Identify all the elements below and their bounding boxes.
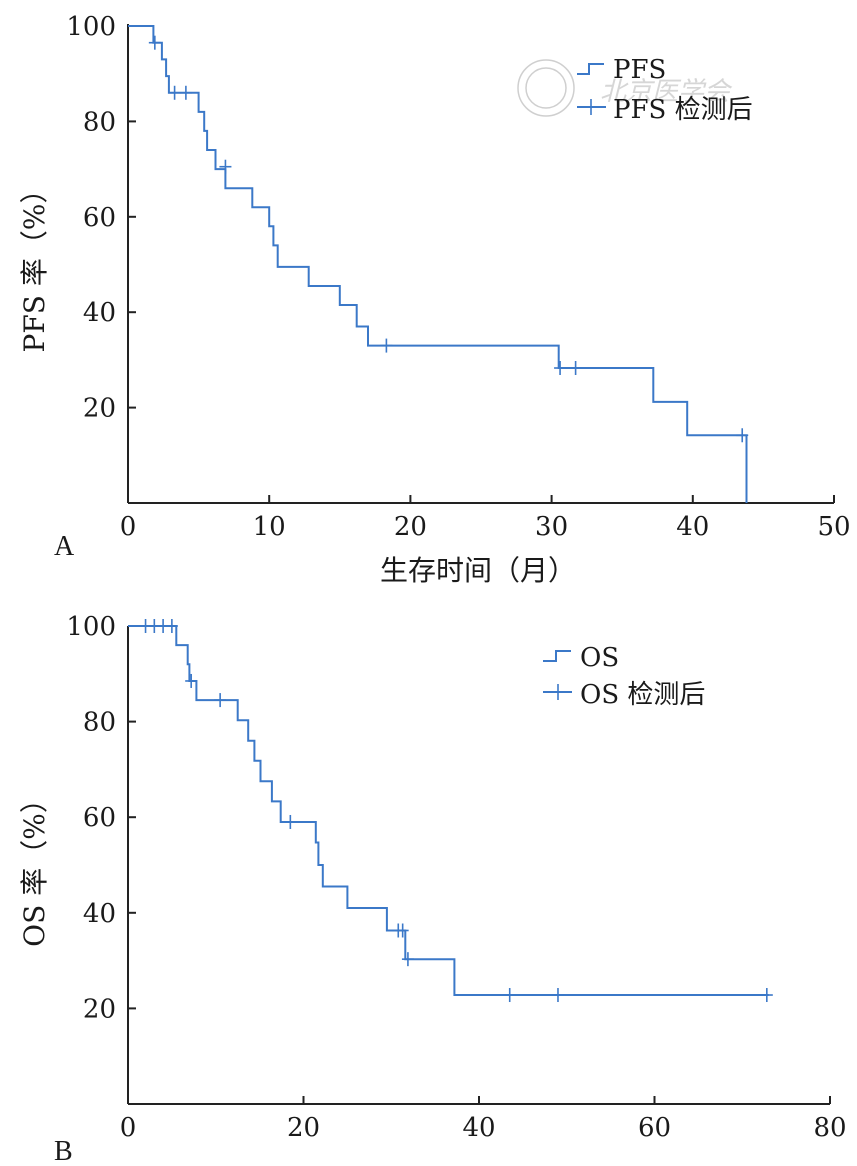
panel-a-x-tick-label: 50 — [817, 512, 850, 542]
panel-a-y-tick-label: 40 — [83, 298, 116, 328]
panel-b-os-curve — [128, 625, 769, 996]
panel-b-y-tick-label: 80 — [83, 708, 116, 738]
panel-a-pfs-curve — [128, 25, 748, 503]
panel-a-pfs: 0 10 20 30 40 50 20 40 60 80 100 北京医学会 PFS PFS 检测后… — [18, 12, 851, 587]
panel-b-x-tick-label: 60 — [638, 1113, 671, 1143]
panel-b-x-tick-label: 80 — [813, 1113, 846, 1143]
panel-a-y-tick-label: 100 — [66, 12, 116, 42]
panel-b-y-axis-label: OS 率（%） — [18, 785, 51, 947]
svg-text:北京医学会: 北京医学会 — [600, 77, 733, 107]
panel-b-legend-os-swatch — [543, 650, 571, 662]
panel-a-x-tick-label: 0 — [120, 512, 137, 542]
panel-a-x-axis-label: 生存时间（月） — [380, 554, 576, 587]
panel-a-legend-pfs-swatch — [577, 63, 604, 75]
watermark-seal-logo: 北京医学会 — [517, 59, 733, 117]
panel-b-y-tick-label: 60 — [83, 803, 116, 833]
panel-a-x-tick-label: 30 — [535, 512, 568, 542]
panel-b-x-tick-label: 40 — [462, 1113, 495, 1143]
panel-a-y-axis-label: PFS 率（%） — [18, 176, 51, 353]
panel-a-y-tick-label: 60 — [83, 203, 116, 233]
panel-b-y-tick-label: 40 — [83, 899, 116, 929]
panel-a-letter: A — [54, 531, 75, 562]
panel-b-letter: B — [54, 1136, 73, 1166]
panel-a-y-tick-label: 20 — [83, 394, 116, 424]
panel-b-y-tick-label: 100 — [66, 612, 116, 642]
panel-b-x-tick-label: 20 — [287, 1113, 320, 1143]
panel-b-y-tick-label: 20 — [83, 994, 116, 1024]
panel-a-x-tick-label: 40 — [676, 512, 709, 542]
panel-a-x-tick-label: 20 — [394, 512, 427, 542]
panel-a-legend-pfs-label: PFS — [613, 55, 666, 85]
panel-a-legend-censored-label: PFS 检测后 — [613, 95, 753, 125]
panel-b-legend-censored-label: OS 检测后 — [580, 680, 705, 710]
panel-a-x-tick-label: 10 — [253, 512, 286, 542]
panel-a-y-tick-label: 80 — [83, 107, 116, 137]
panel-b-legend-os-label: OS — [580, 643, 619, 673]
panel-b-os: 0 20 40 60 80 20 40 60 80 100 OS OS 检测后 OS 率（%） B — [18, 612, 847, 1166]
panel-b-x-tick-label: 0 — [120, 1113, 137, 1143]
